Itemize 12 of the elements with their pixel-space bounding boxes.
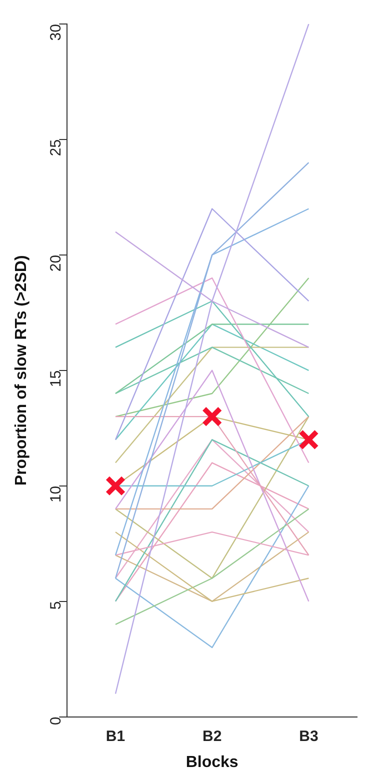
y-tick-label: 25 xyxy=(47,139,64,156)
x-tick-label: B3 xyxy=(299,728,318,745)
x-axis-title: Blocks xyxy=(186,754,238,771)
y-axis-title: Proportion of slow RTs (>2SD) xyxy=(13,255,30,486)
y-tick-label: 5 xyxy=(47,601,64,610)
y-tick-label: 0 xyxy=(47,716,64,726)
y-tick-label: 30 xyxy=(47,24,64,41)
x-tick-label: B1 xyxy=(106,728,126,745)
x-tick-label: B2 xyxy=(202,728,222,745)
y-tick-label: 15 xyxy=(47,370,64,388)
y-tick-label: 10 xyxy=(47,486,64,503)
y-tick-label: 20 xyxy=(47,254,64,272)
